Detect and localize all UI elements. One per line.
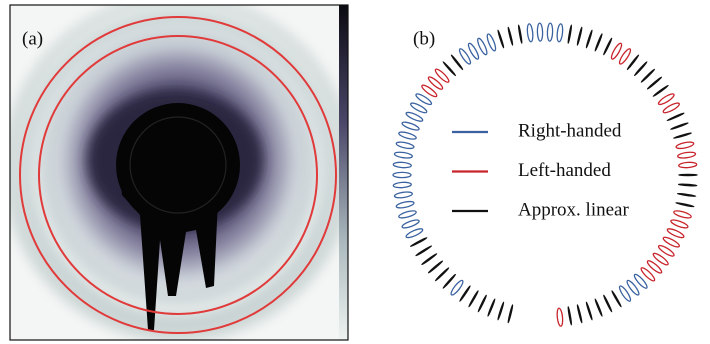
polarization-ellipse <box>486 33 497 52</box>
polarization-ellipse <box>459 285 471 302</box>
polarization-ellipse <box>477 294 488 313</box>
panel-frame <box>9 4 349 341</box>
polarization-ring <box>392 22 698 327</box>
polarization-ellipse <box>585 29 593 49</box>
polarization-ellipse <box>675 201 695 208</box>
polarization-ellipse <box>646 76 663 90</box>
polarization-ellipse <box>662 236 680 248</box>
polarization-ellipse <box>507 304 514 324</box>
polarization-ellipse <box>626 54 640 71</box>
polarization-ellipse <box>467 42 480 60</box>
polarization-ellipse <box>677 151 697 159</box>
polarization-ellipse <box>657 244 675 257</box>
panel-label: (a) <box>22 28 43 49</box>
polarization-ellipse <box>662 102 680 114</box>
polarization-ellipse <box>678 161 698 169</box>
polarization-ellipse <box>398 210 417 219</box>
polarization-ellipse <box>442 61 457 77</box>
polarization-ellipse <box>576 304 583 324</box>
polarization-ellipse <box>392 171 412 179</box>
polarization-ellipse <box>497 301 505 321</box>
legend-label: Left-handed <box>518 160 611 181</box>
polarization-ellipse <box>673 132 692 139</box>
polarization-ellipse <box>395 200 415 209</box>
polarization-ellipse <box>666 228 685 239</box>
polarization-ellipse <box>536 22 544 42</box>
polarization-ellipse <box>585 301 593 321</box>
polarization-ellipse <box>618 48 632 65</box>
polarization-ellipse <box>401 219 420 229</box>
polarization-ellipse <box>410 102 428 114</box>
polarization-ellipse <box>427 76 444 90</box>
polarization-ellipse <box>670 122 689 131</box>
polarization-ellipse <box>546 22 554 42</box>
polarization-ellipse <box>392 161 412 169</box>
polarization-ellipse <box>393 151 413 159</box>
legend-label: Approx. linear <box>518 199 629 220</box>
polarization-ellipse <box>556 307 564 327</box>
polarization-ellipse <box>405 111 424 122</box>
polarization-ellipse <box>567 24 573 44</box>
polarization-ellipse <box>409 237 428 248</box>
polarization-ellipse <box>497 29 505 49</box>
polarization-ellipse <box>670 219 689 229</box>
polarization-ellipse <box>594 33 603 52</box>
polarization-ellipse <box>401 121 420 131</box>
polarization-ellipse <box>626 279 640 296</box>
polarization-ellipse <box>611 290 622 308</box>
polarization-ellipse <box>450 279 464 296</box>
panel-label: (b) <box>413 28 435 49</box>
polarization-ellipse <box>602 37 613 56</box>
polarization-ellipse <box>526 23 534 43</box>
legend-label: Right-handed <box>518 120 622 141</box>
polarization-ellipse <box>646 260 663 274</box>
polarization-ellipse <box>427 260 444 274</box>
polarization-ellipse <box>405 228 424 239</box>
polarization-ellipse <box>594 298 603 317</box>
polarization-ellipse <box>468 290 479 308</box>
polarization-ellipse <box>477 37 488 56</box>
polarization-ellipse <box>421 253 438 266</box>
polarization-ellipse <box>415 245 433 257</box>
polarization-ellipse <box>487 298 496 317</box>
legend: Right-handed Left-handed Approx. linear <box>452 120 629 220</box>
polarization-ellipse <box>666 112 685 122</box>
polarization-ellipse <box>657 93 675 106</box>
polarization-ellipse <box>507 26 514 46</box>
polarization-ellipse <box>576 26 583 46</box>
polarization-ellipse <box>393 191 413 199</box>
polarization-ellipse <box>640 68 656 83</box>
polarization-ellipse <box>415 93 433 106</box>
polarization-ellipse <box>676 192 697 198</box>
polarization-ellipse <box>434 68 450 83</box>
polarization-ellipse <box>450 54 464 71</box>
polarization-ellipse <box>421 84 438 98</box>
polarization-ellipse <box>640 267 656 282</box>
polarization-ellipse <box>652 252 669 266</box>
polarization-ellipse <box>673 210 692 219</box>
polarization-ellipse <box>652 84 669 97</box>
polarization-ellipse <box>633 273 648 289</box>
polarization-ellipse <box>633 61 648 77</box>
colorbar <box>339 5 348 340</box>
polarization-ellipse <box>434 267 450 282</box>
polarization-ellipse <box>556 23 564 43</box>
polarization-ellipse <box>610 42 623 60</box>
polarization-ellipse <box>442 273 457 289</box>
intensity-map <box>10 5 339 340</box>
polarization-ellipse <box>602 294 613 313</box>
polarization-ellipse <box>618 285 632 302</box>
polarization-ellipse <box>398 131 417 140</box>
polarization-ellipse <box>395 141 415 150</box>
polarization-ellipse <box>458 48 472 65</box>
polarization-ellipse <box>392 181 412 189</box>
polarization-ellipse <box>678 173 698 177</box>
polarization-ellipse <box>567 306 573 326</box>
polarization-ellipse <box>677 183 698 187</box>
polarization-ellipse <box>675 141 695 150</box>
polarization-ellipse <box>517 24 523 44</box>
